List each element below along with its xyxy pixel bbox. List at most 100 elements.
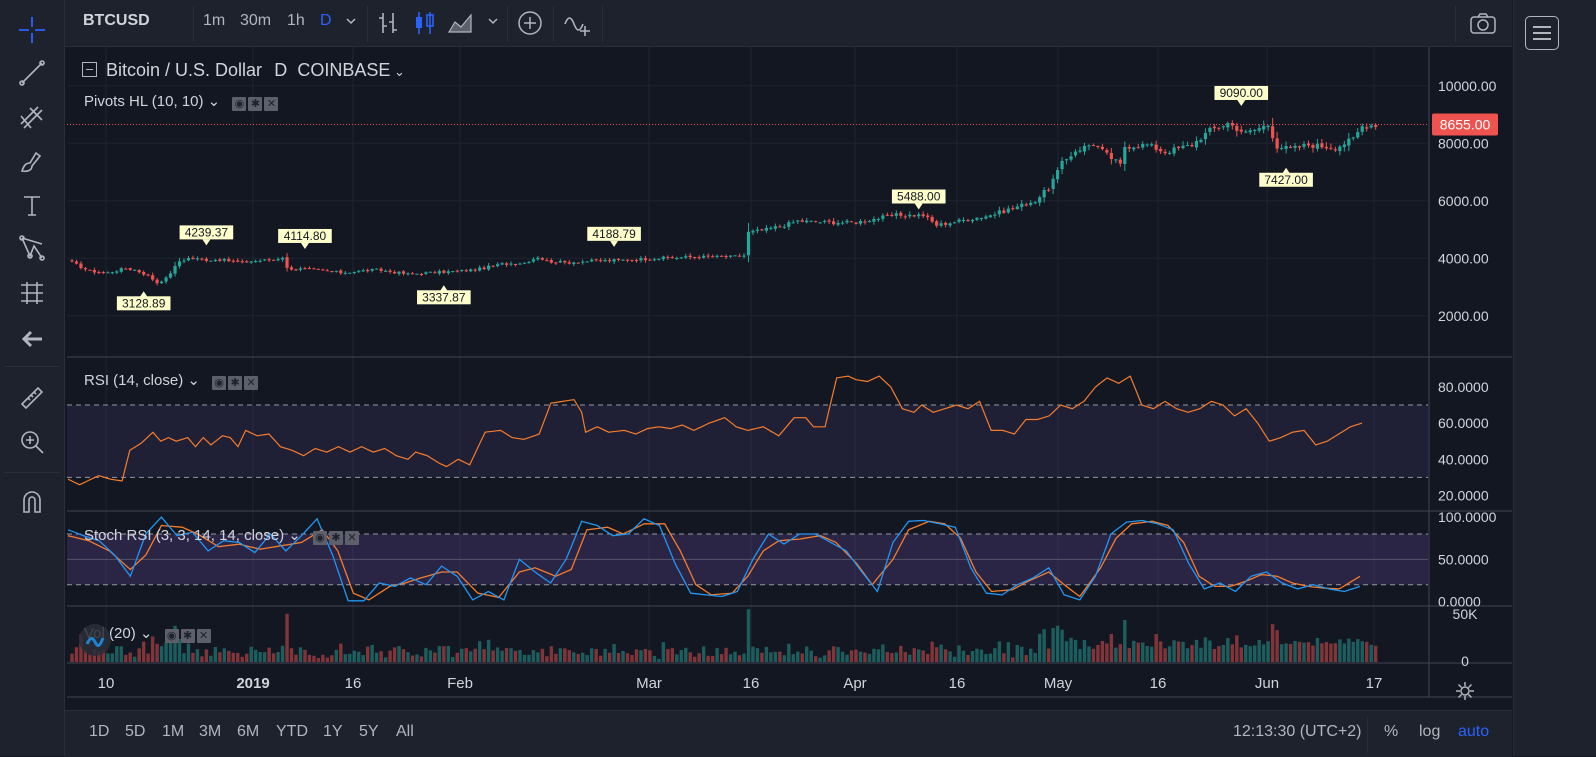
volume-bar	[1248, 646, 1252, 662]
candle-body	[769, 228, 773, 230]
symbol-search[interactable]: BTCUSD	[83, 12, 150, 29]
brush-icon[interactable]	[14, 143, 50, 179]
collapse-icon[interactable]	[82, 62, 97, 77]
indicators-icon[interactable]	[563, 10, 593, 43]
volume-bar	[1123, 619, 1127, 662]
trend-line-icon[interactable]	[14, 55, 50, 91]
gear-icon[interactable]: ✱	[248, 97, 263, 111]
candle-body	[912, 215, 916, 217]
percent-toggle[interactable]: %	[1384, 723, 1399, 740]
range-3m[interactable]: 3M	[199, 723, 222, 740]
interval-d[interactable]: D	[320, 12, 332, 29]
eye-icon[interactable]: ◉	[232, 97, 247, 111]
candle-body	[518, 263, 522, 265]
close-icon[interactable]: ✕	[264, 97, 279, 111]
candle-body	[952, 222, 957, 224]
pivots-legend[interactable]: Pivots HL (10, 10) ⌄ ◉ ✱ ✕	[84, 92, 279, 111]
chevron-down-icon[interactable]: ⌄	[288, 527, 301, 544]
pattern-icon[interactable]	[14, 230, 50, 266]
interval-1m[interactable]: 1m	[203, 12, 226, 29]
volume-bar	[1369, 644, 1373, 662]
gear-icon[interactable]: ✱	[329, 531, 344, 545]
candle-body	[415, 273, 419, 275]
chevron-down-icon[interactable]: ⌄	[139, 625, 153, 642]
close-icon[interactable]: ✕	[345, 531, 360, 545]
candle-body	[823, 221, 827, 223]
volume-bar	[469, 651, 473, 662]
prediction-measurement-icon[interactable]	[14, 275, 50, 311]
toolbar-divider	[193, 6, 194, 42]
bars-style-icon[interactable]	[377, 10, 401, 41]
range-1y[interactable]: 1Y	[323, 723, 343, 740]
zoom-in-icon[interactable]	[14, 424, 50, 460]
pivot-low-label: 3337.87	[422, 290, 466, 304]
stoch-legend[interactable]: Stoch RSI (3, 3, 14, 14, close) ⌄ ◉ ✱ ✕	[84, 526, 360, 545]
volume-bar	[948, 651, 952, 662]
candles-style-icon[interactable]	[413, 10, 437, 41]
volume-tick-label: 0	[1461, 653, 1469, 669]
volume-bar	[168, 640, 173, 662]
back-arrow-icon[interactable]	[14, 321, 50, 357]
symbol-exchange[interactable]: COINBASE	[297, 60, 391, 80]
volume-bar	[339, 643, 343, 662]
range-ytd[interactable]: YTD	[276, 723, 308, 740]
crosshair-icon[interactable]	[14, 12, 50, 48]
clock[interactable]: 12:13:30 (UTC+2)	[1233, 723, 1362, 740]
area-style-icon[interactable]	[447, 10, 475, 41]
candle-body	[737, 255, 742, 257]
range-5d[interactable]: 5D	[125, 723, 146, 740]
rsi-legend[interactable]: RSI (14, close) ⌄ ◉ ✱ ✕	[84, 371, 259, 390]
range-all[interactable]: All	[396, 723, 414, 740]
chevron-down-icon[interactable]: ⌄	[207, 93, 221, 110]
range-5y[interactable]: 5Y	[359, 723, 379, 740]
fib-retracement-icon[interactable]	[14, 100, 50, 136]
candle-body	[406, 273, 410, 275]
volume-bar	[491, 650, 495, 662]
auto-toggle[interactable]: auto	[1458, 723, 1490, 740]
magnet-icon[interactable]	[14, 484, 50, 520]
ruler-icon[interactable]	[14, 380, 50, 416]
candle-body	[563, 260, 567, 263]
chevron-down-icon[interactable]	[487, 14, 499, 32]
pivot-label-box	[116, 296, 171, 311]
candle-body	[858, 220, 863, 224]
candle-body	[711, 256, 715, 258]
watchlist-icon[interactable]	[1525, 16, 1559, 50]
interval-30m[interactable]: 30m	[240, 12, 272, 29]
volume-bar	[809, 650, 813, 662]
eye-icon[interactable]: ◉	[212, 376, 227, 390]
chevron-down-icon[interactable]: ⌄	[390, 64, 405, 79]
range-6m[interactable]: 6M	[237, 723, 260, 740]
volume-bar	[728, 654, 733, 662]
time-tick-label: 17	[1366, 675, 1383, 692]
gear-icon[interactable]	[1454, 680, 1476, 707]
log-toggle[interactable]: log	[1419, 723, 1441, 740]
candle-body	[388, 270, 392, 272]
time-tick-label: 2019	[236, 675, 269, 692]
stoch-k-line	[67, 516, 1361, 602]
text-tool-icon[interactable]	[14, 187, 50, 223]
volume-bar	[495, 647, 500, 662]
gear-icon[interactable]: ✱	[228, 376, 243, 390]
close-icon[interactable]: ✕	[244, 376, 259, 390]
candle-body	[1253, 129, 1257, 131]
volume-bar	[1006, 642, 1011, 662]
candle-body	[881, 215, 885, 219]
candle-body	[1082, 145, 1087, 152]
gear-icon[interactable]: ✱	[180, 629, 195, 643]
volume-bar	[894, 652, 899, 662]
tradingview-logo-icon[interactable]	[79, 624, 111, 656]
volume-bar	[1360, 641, 1364, 662]
eye-icon[interactable]: ◉	[313, 531, 328, 545]
eye-icon[interactable]: ◉	[164, 629, 179, 643]
candle-body	[684, 256, 688, 258]
chevron-down-icon[interactable]: ⌄	[187, 372, 200, 389]
range-1d[interactable]: 1D	[89, 723, 110, 740]
close-icon[interactable]: ✕	[196, 629, 211, 643]
interval-1h[interactable]: 1h	[287, 12, 305, 29]
chevron-down-icon[interactable]	[345, 14, 357, 32]
camera-icon[interactable]	[1469, 11, 1497, 40]
compare-icon[interactable]	[517, 10, 543, 41]
range-1m[interactable]: 1M	[162, 723, 185, 740]
